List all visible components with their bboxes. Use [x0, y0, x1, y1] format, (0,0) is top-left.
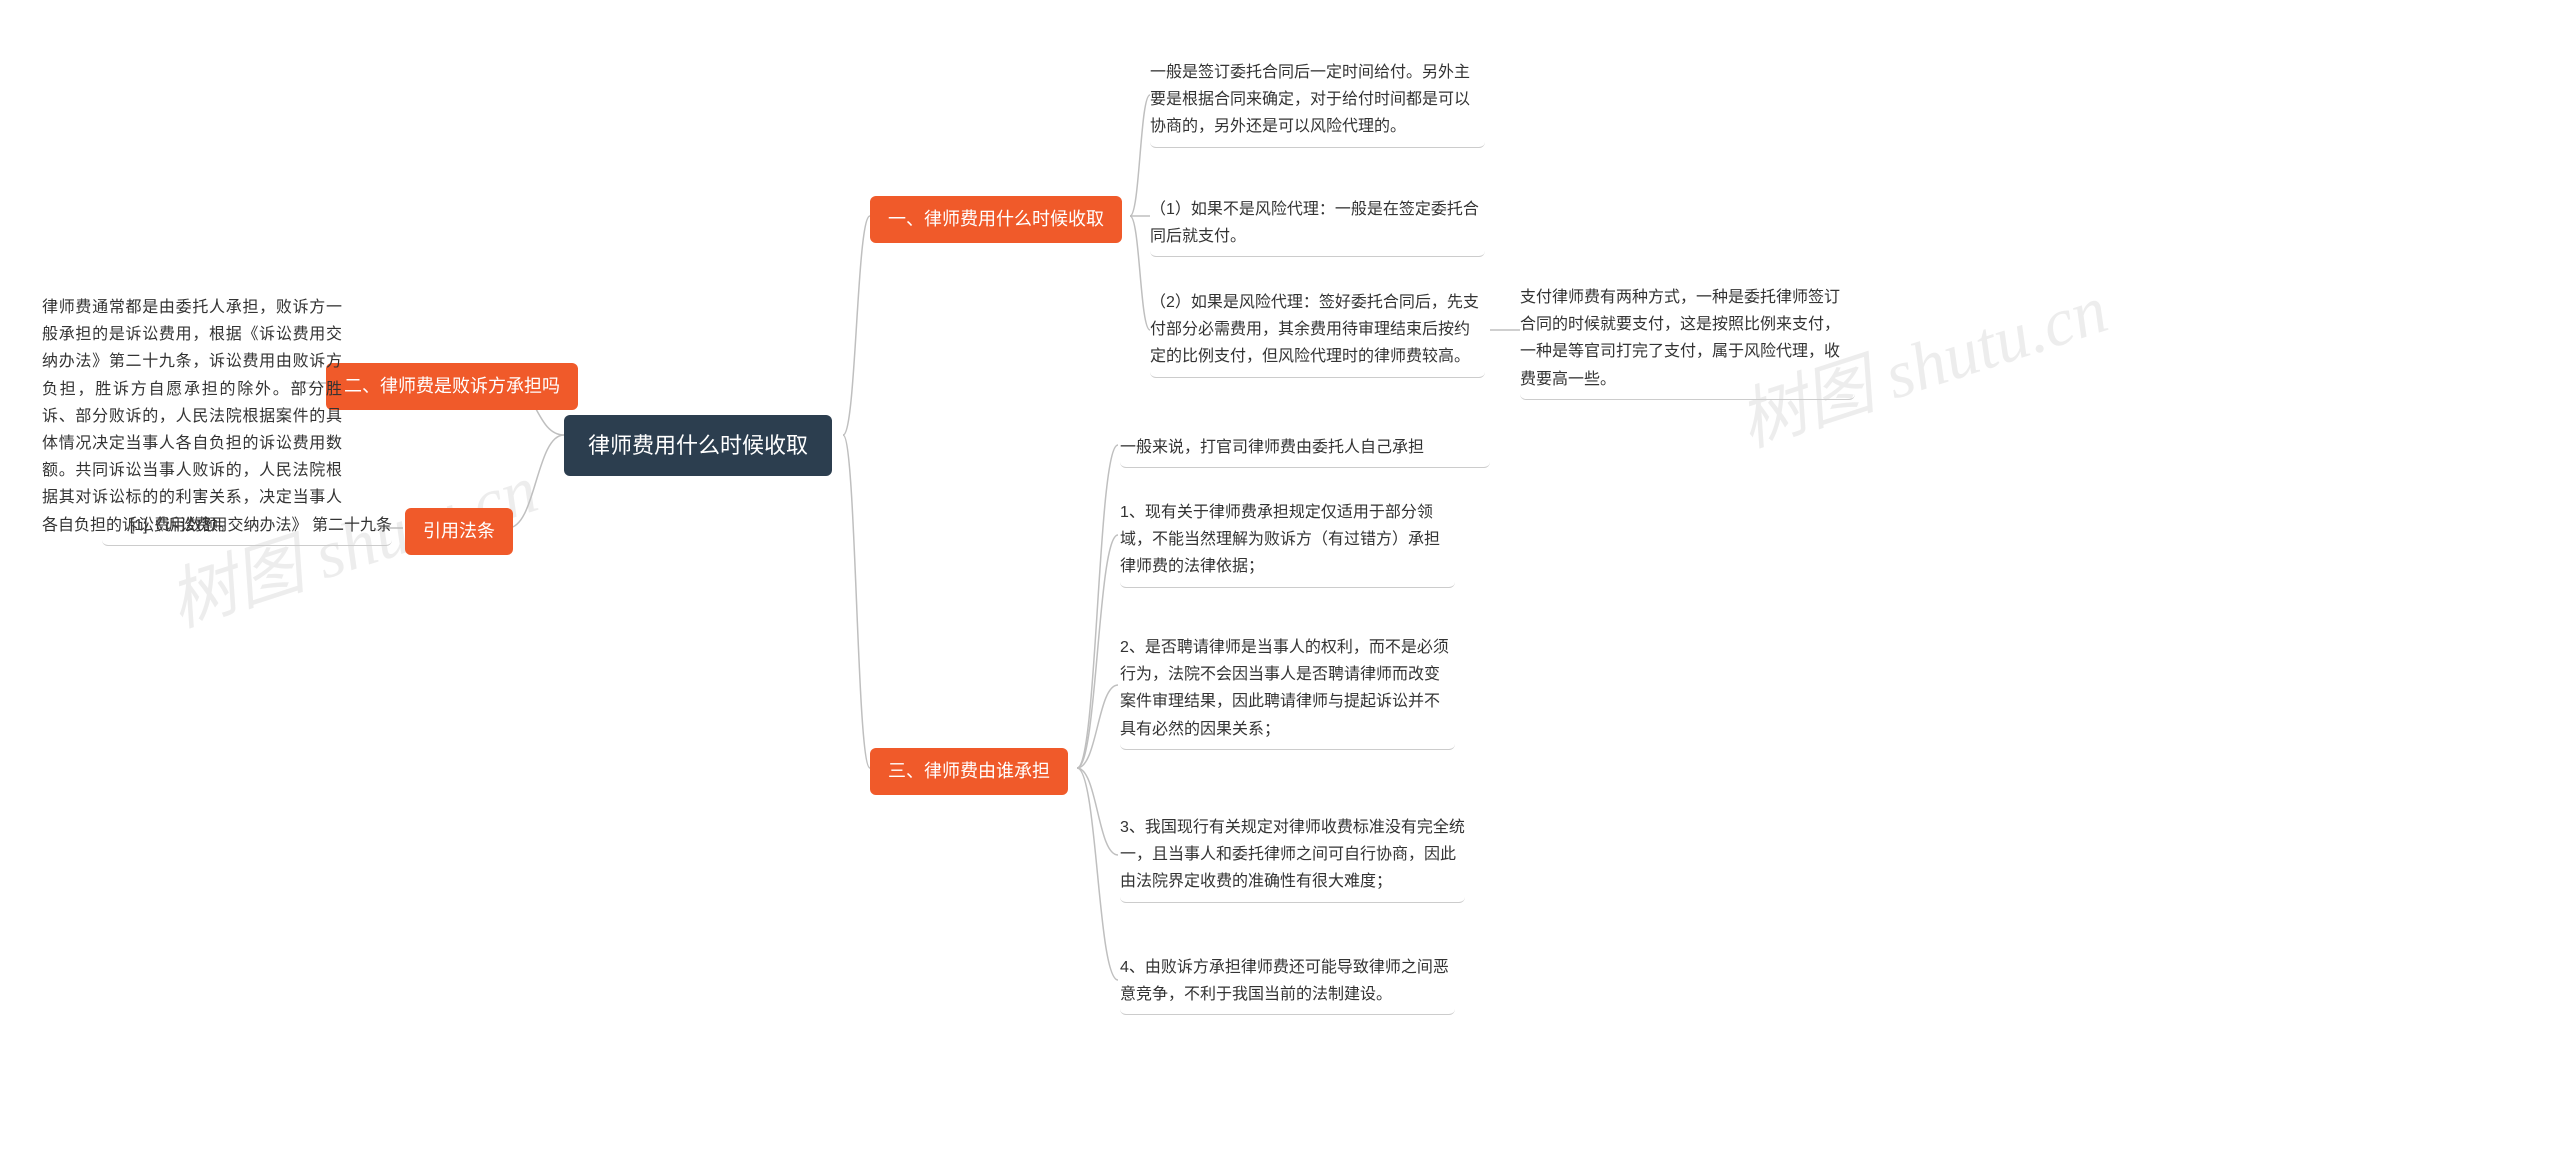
leaf-q1-1: （1）如果不是风险代理：一般是在签定委托合同后就支付。	[1150, 192, 1485, 257]
branch-q1: 一、律师费用什么时候收取	[870, 196, 1122, 243]
leaf-cite-0: [1]《诉讼费用交纳办法》 第二十九条	[102, 508, 392, 546]
leaf-q3-3: 3、我国现行有关规定对律师收费标准没有完全统一，且当事人和委托律师之间可自行协商…	[1120, 810, 1465, 903]
leaf-q2-0: 律师费通常都是由委托人承担，败诉方一般承担的是诉讼费用，根据《诉讼费用交纳办法》…	[42, 290, 342, 543]
center-node: 律师费用什么时候收取	[564, 415, 832, 476]
leaf-q3-2: 2、是否聘请律师是当事人的权利，而不是必须行为，法院不会因当事人是否聘请律师而改…	[1120, 630, 1455, 750]
leaf-q1-2: （2）如果是风险代理：签好委托合同后，先支付部分必需费用，其余费用待审理结束后按…	[1150, 285, 1485, 378]
leaf-q3-4: 4、由败诉方承担律师费还可能导致律师之间恶意竞争，不利于我国当前的法制建设。	[1120, 950, 1455, 1015]
branch-cite: 引用法条	[405, 508, 513, 555]
branch-q3: 三、律师费由谁承担	[870, 748, 1068, 795]
leaf-q1-0: 一般是签订委托合同后一定时间给付。另外主要是根据合同来确定，对于给付时间都是可以…	[1150, 55, 1485, 148]
leaf-q3-0: 一般来说，打官司律师费由委托人自己承担	[1120, 430, 1490, 468]
branch-q2: 二、律师费是败诉方承担吗	[326, 363, 578, 410]
leaf-q3-1: 1、现有关于律师费承担规定仅适用于部分领域，不能当然理解为败诉方（有过错方）承担…	[1120, 495, 1455, 588]
leaf-q1-2-0: 支付律师费有两种方式，一种是委托律师签订合同的时候就要支付，这是按照比例来支付，…	[1520, 280, 1855, 400]
